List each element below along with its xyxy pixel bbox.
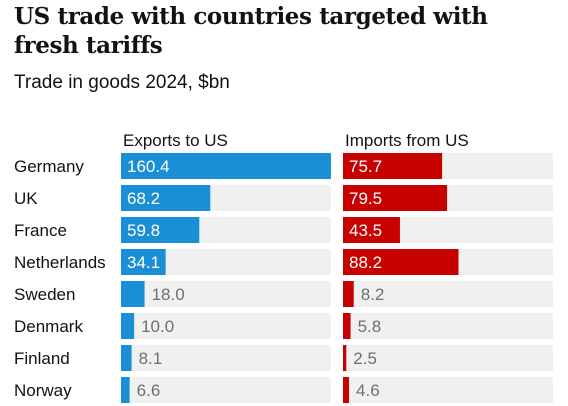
export-bar	[121, 345, 132, 371]
import-bar	[343, 313, 351, 339]
category-label: UK	[14, 189, 38, 208]
category-label: Sweden	[14, 285, 75, 304]
bar-track	[121, 345, 331, 371]
category-label: Norway	[14, 381, 72, 400]
chart-subtitle: Trade in goods 2024, $bn	[14, 72, 230, 93]
import-bar	[343, 185, 448, 211]
export-bar	[121, 377, 130, 403]
import-bar	[343, 345, 347, 371]
data-label: 5.8	[358, 317, 382, 336]
data-label: 8.2	[361, 285, 385, 304]
data-label: 160.4	[127, 157, 170, 176]
data-label: 8.1	[139, 349, 163, 368]
export-bar	[121, 281, 145, 307]
series-header-exports: Exports to US	[123, 131, 228, 150]
bar-track	[121, 377, 331, 403]
data-label: 75.7	[349, 157, 382, 176]
export-bar	[121, 185, 211, 211]
bar-track	[343, 313, 553, 339]
data-label: 59.8	[127, 221, 160, 240]
data-label: 6.6	[137, 381, 161, 400]
import-bar	[343, 281, 354, 307]
import-bar	[343, 377, 350, 403]
data-label: 43.5	[349, 221, 382, 240]
data-label: 10.0	[141, 317, 174, 336]
export-bar	[121, 217, 200, 243]
series-header-imports: Imports from US	[345, 131, 469, 150]
import-bar	[343, 217, 400, 243]
data-label: 88.2	[349, 253, 382, 272]
data-label: 2.5	[353, 349, 377, 368]
category-label: Germany	[14, 157, 84, 176]
category-label: France	[14, 221, 67, 240]
chart-title: US trade with countries targeted with fr…	[14, 3, 488, 59]
bar-track	[343, 377, 553, 403]
data-label: 79.5	[349, 189, 382, 208]
data-label: 4.6	[356, 381, 380, 400]
export-bar	[121, 249, 166, 275]
data-label: 34.1	[127, 253, 160, 272]
bar-track	[343, 281, 553, 307]
bar-track	[121, 281, 331, 307]
bar-track	[343, 345, 553, 371]
data-label: 18.0	[152, 285, 185, 304]
category-label: Netherlands	[14, 253, 106, 272]
data-label: 68.2	[127, 189, 160, 208]
category-label: Denmark	[14, 317, 83, 336]
import-bar	[343, 249, 459, 275]
category-label: Finland	[14, 349, 70, 368]
import-bar	[343, 153, 443, 179]
export-bar	[121, 153, 331, 179]
bar-track	[121, 313, 331, 339]
export-bar	[121, 313, 135, 339]
